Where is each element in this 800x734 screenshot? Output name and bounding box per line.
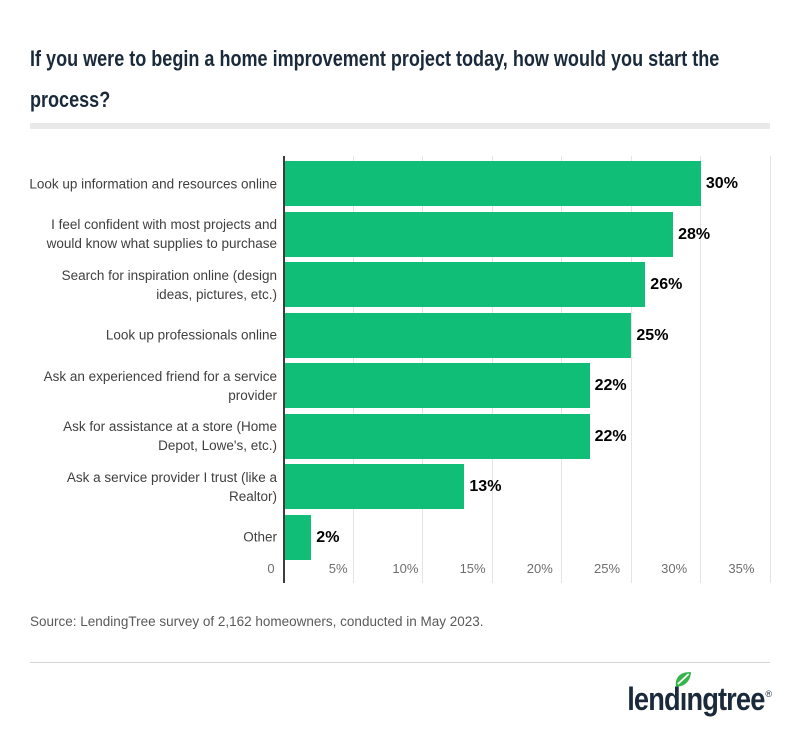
bar	[285, 262, 646, 307]
lendingtree-logo: lendı ngtree ®	[603, 672, 772, 722]
gridline	[700, 156, 702, 583]
bar	[285, 363, 590, 408]
category-label: Ask an experienced friend for a service …	[43, 368, 277, 403]
registered-mark: ®	[765, 689, 772, 699]
page-title-line-2: process?	[30, 87, 111, 112]
category-label: Other	[243, 529, 277, 545]
title-divider	[30, 123, 770, 129]
x-tick-label: 25%	[593, 561, 621, 576]
bar-value-label: 28%	[678, 225, 711, 243]
gridline	[770, 156, 771, 583]
bar-value-label: 25%	[636, 326, 669, 344]
category-label: Look up information and resources online	[29, 176, 277, 191]
bar	[285, 413, 590, 459]
bar-chart: Look up information and resources online…	[0, 140, 800, 600]
bar	[285, 514, 312, 560]
logo-text-part2: ngtree	[686, 681, 765, 717]
category-label: Ask for assistance at a store (Home Depo…	[63, 419, 277, 453]
page-title-line-1: If you were to begin a home improvement …	[30, 46, 720, 71]
bar-value-label: 26%	[650, 276, 683, 293]
bar-value-label: 22%	[594, 377, 627, 394]
logo-letter-i: ı	[675, 672, 691, 722]
bar	[285, 211, 674, 257]
leaf-icon	[675, 672, 691, 687]
category-label: Look up professionals online	[105, 327, 277, 343]
bar-value-label: 22%	[594, 427, 627, 445]
logo-wordmark: lendı ngtree	[627, 672, 765, 722]
page-title: If you were to begin a home improvement …	[30, 38, 790, 120]
x-tick-label: 30%	[661, 561, 688, 576]
bar	[285, 464, 465, 509]
x-tick-label: 0	[267, 561, 275, 576]
category-label: Search for inspiration online (design id…	[61, 267, 277, 302]
bar-value-label: 2%	[316, 528, 340, 546]
x-tick-label: 20%	[526, 561, 553, 576]
logo-text-part1: lend	[627, 681, 680, 717]
bar-value-label: 30%	[705, 175, 738, 192]
x-tick-label: 15%	[459, 561, 486, 576]
x-tick-label: 10%	[392, 561, 419, 576]
category-label: I feel confident with most projects and …	[46, 217, 277, 251]
bar-value-label: 13%	[469, 478, 502, 495]
x-tick-label: 5%	[328, 561, 348, 576]
x-tick-label: 35%	[728, 561, 755, 576]
footer-divider	[30, 662, 770, 663]
y-axis-line	[283, 156, 285, 583]
gridline	[630, 156, 632, 583]
bar	[285, 312, 632, 358]
source-note: Source: LendingTree survey of 2,162 home…	[30, 614, 484, 629]
category-label: Ask a service provider I trust (like a R…	[66, 469, 277, 504]
bar	[285, 161, 701, 206]
